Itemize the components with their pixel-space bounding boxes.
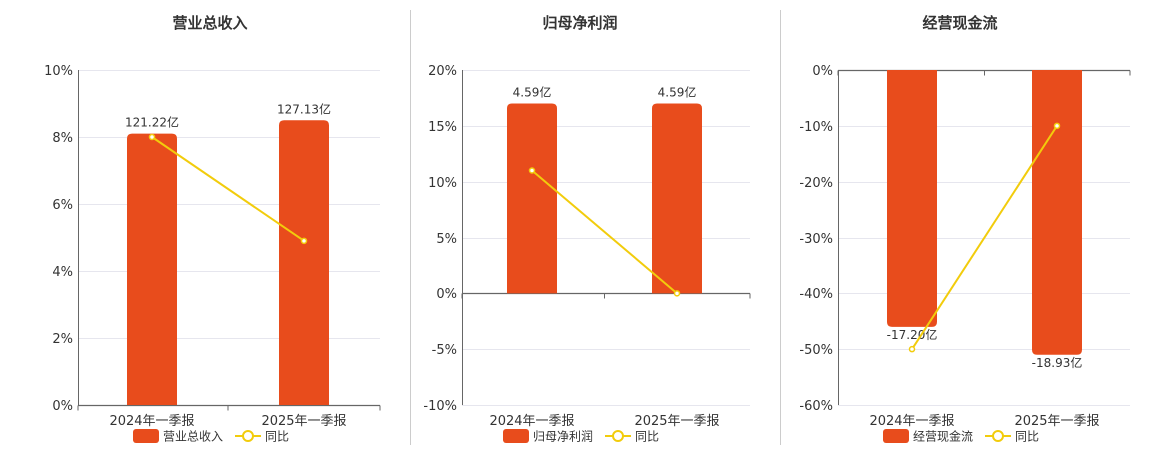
y-tick-label: 6% (52, 198, 73, 213)
y-tick-label: -40% (799, 287, 833, 302)
legend-label-bar: 经营现金流 (913, 429, 973, 444)
yoy-point (1055, 123, 1060, 128)
legend-label-line: 同比 (635, 430, 659, 444)
y-tick-label: -50% (799, 343, 833, 358)
chart-title: 经营现金流 (922, 14, 997, 32)
legend-swatch-marker (613, 431, 623, 441)
y-tick-label: 5% (436, 232, 457, 247)
bar (652, 104, 702, 294)
x-category-label: 2025年一季报 (261, 414, 346, 429)
y-tick-label: -60% (799, 399, 833, 414)
y-tick-label: 0% (812, 64, 833, 79)
legend-label-bar: 营业总收入 (163, 430, 223, 444)
bar (127, 134, 177, 405)
yoy-point (675, 291, 680, 296)
bar-data-label: -18.93亿 (1032, 355, 1083, 370)
x-category-label: 2025年一季报 (634, 414, 719, 429)
chart-panel-2: 归母净利润 -10% -5% 0% 5% 10% 15% 20% 4.59亿 4.59亿 2024年… (423, 14, 750, 444)
y-tick-label: 2% (52, 332, 73, 347)
y-tick-label: -10% (799, 120, 833, 135)
legend-swatch-marker (993, 431, 1003, 441)
x-category-label: 2024年一季报 (869, 414, 954, 429)
chart-panel-3: 经营现金流 -60% -50% -40% -30% -20% -10% 0% -17.20亿 -1… (799, 14, 1130, 444)
y-tick-label: 8% (52, 131, 73, 146)
chart-panel-1: 营业总收入 0% 2% 4% 6% 8% 10% 121.22亿 127.13亿 2024年一季报… (44, 14, 380, 444)
legend-swatch-bar (133, 429, 159, 443)
y-tick-label: -10% (423, 399, 457, 414)
legend-swatch-marker (243, 431, 253, 441)
legend-swatch-bar (883, 429, 909, 443)
bar-data-label: 127.13亿 (277, 101, 331, 116)
yoy-point (530, 168, 535, 173)
x-category-label: 2024年一季报 (109, 414, 194, 429)
x-category-label: 2025年一季报 (1014, 414, 1099, 429)
bar (887, 70, 937, 327)
yoy-point (302, 238, 307, 243)
y-tick-label: 0% (52, 399, 73, 414)
bar-data-label: 4.59亿 (513, 85, 552, 100)
yoy-point (910, 347, 915, 352)
y-tick-label: 4% (52, 265, 73, 280)
bar (507, 104, 557, 294)
y-tick-label: -5% (432, 343, 457, 358)
bar-data-label: -17.20亿 (887, 327, 938, 342)
y-tick-label: 20% (428, 64, 457, 79)
y-tick-label: 10% (428, 176, 457, 191)
bar (279, 120, 329, 405)
bar-data-label: 4.59亿 (658, 85, 697, 100)
x-category-label: 2024年一季报 (489, 414, 574, 429)
y-tick-label: 10% (44, 64, 73, 79)
y-tick-label: -30% (799, 232, 833, 247)
y-tick-label: 15% (428, 120, 457, 135)
bar (1032, 70, 1082, 355)
y-tick-label: 0% (436, 287, 457, 302)
bar-data-label: 121.22亿 (125, 115, 179, 130)
y-tick-label: -20% (799, 176, 833, 191)
legend-swatch-bar (503, 429, 529, 443)
chart-title: 归母净利润 (542, 14, 617, 32)
chart-title: 营业总收入 (172, 14, 247, 32)
legend-label-bar: 归母净利润 (533, 430, 593, 444)
yoy-point (150, 135, 155, 140)
legend-label-line: 同比 (265, 430, 289, 444)
legend-label-line: 同比 (1015, 430, 1039, 444)
